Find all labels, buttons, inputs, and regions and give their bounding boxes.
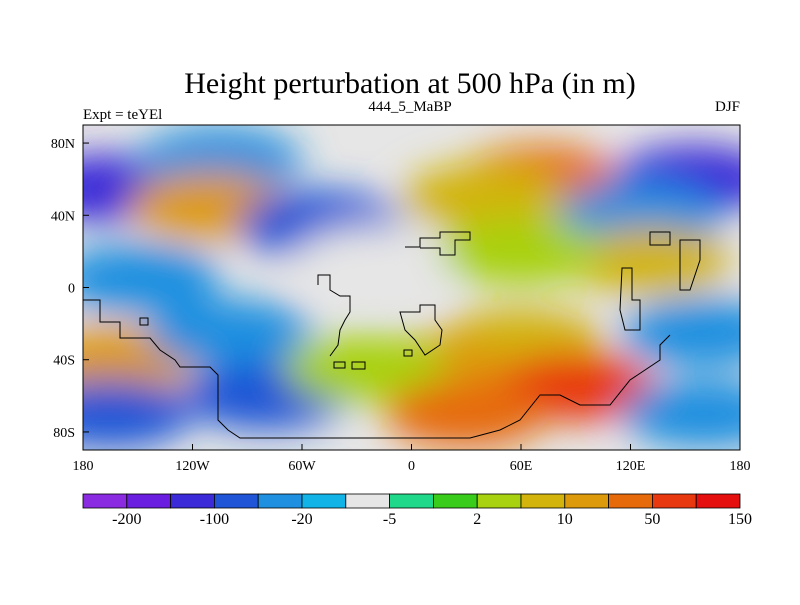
colorbar-label-3: -5 <box>383 511 396 528</box>
colorbar-swatch-6 <box>345 493 390 509</box>
colorbar-label-4: 2 <box>473 511 481 528</box>
x-tick-label-3: 0 <box>408 459 415 474</box>
colorbar-swatch-0 <box>82 493 128 509</box>
coastline-arabia <box>399 304 443 356</box>
field-blob-19 <box>83 379 193 448</box>
colorbar-label-6: 50 <box>644 511 660 528</box>
colorbar-label-1: -100 <box>200 511 229 528</box>
y-axis: 80N 40N 0 40S 80S <box>51 137 89 441</box>
field-blob-20 <box>621 379 740 448</box>
coastline-asia-east <box>619 231 701 331</box>
chart-title: Height perturbation at 500 hPa (in m) <box>184 67 636 100</box>
field-blob-15 <box>147 298 311 367</box>
colorbar: -200 -100 -20 -5 2 10 50 150 <box>82 493 752 528</box>
field-blob-21 <box>283 334 448 403</box>
colorbar-label-7: 150 <box>728 511 752 528</box>
x-tick-label-0: 180 <box>73 459 94 474</box>
coastline-layer <box>83 231 701 439</box>
coastline-south-america <box>83 299 671 439</box>
x-tick-label-2: 60W <box>288 459 316 474</box>
x-tick-label-5: 120E <box>616 459 646 474</box>
plot-area <box>83 125 740 450</box>
colorbar-swatch-3 <box>213 493 259 509</box>
run-label: 444_5_MaBP <box>368 99 451 115</box>
y-tick-label-3: 40S <box>53 354 75 369</box>
colorbar-swatch-4 <box>257 493 303 509</box>
field-blob-9 <box>83 244 220 313</box>
colorbar-swatch-5 <box>301 493 347 509</box>
x-tick-label-4: 60E <box>510 459 533 474</box>
x-tick-label-1: 120W <box>175 459 210 474</box>
y-tick-label-4: 80S <box>53 426 75 441</box>
coastline-africa-north <box>317 274 351 357</box>
x-axis: 180 120W 60W 0 60E 120E 180 <box>73 444 751 474</box>
colorbar-swatch-7 <box>389 493 434 509</box>
colorbar-label-5: 10 <box>557 511 573 528</box>
field-blob-10 <box>293 226 457 295</box>
y-tick-label-1: 40N <box>51 209 75 224</box>
field-blob-8 <box>566 226 731 295</box>
colorbar-label-2: -20 <box>291 511 312 528</box>
coastline-europe <box>405 231 471 256</box>
season-label: DJF <box>715 99 740 115</box>
field-blob-13 <box>621 298 740 367</box>
y-tick-label-2: 0 <box>68 282 75 297</box>
y-tick-label-0: 80N <box>51 137 75 152</box>
field-layer <box>83 127 740 448</box>
colorbar-swatch-13 <box>652 493 697 509</box>
colorbar-swatch-14 <box>695 493 741 509</box>
colorbar-swatch-12 <box>608 493 653 509</box>
colorbar-swatch-8 <box>432 493 478 509</box>
colorbar-swatch-2 <box>170 493 215 509</box>
colorbar-label-0: -200 <box>112 511 141 528</box>
colorbar-swatch-9 <box>476 493 522 509</box>
x-tick-label-6: 180 <box>730 459 751 474</box>
colorbar-swatch-11 <box>564 493 609 509</box>
field-blob-3 <box>402 163 567 232</box>
experiment-label: Expt = teYEl <box>83 107 162 123</box>
colorbar-swatch-10 <box>520 493 566 509</box>
colorbar-swatch-1 <box>126 493 172 509</box>
field-blob-22 <box>384 379 549 448</box>
field-blob-11 <box>439 217 603 286</box>
coastline-islands <box>139 317 413 370</box>
